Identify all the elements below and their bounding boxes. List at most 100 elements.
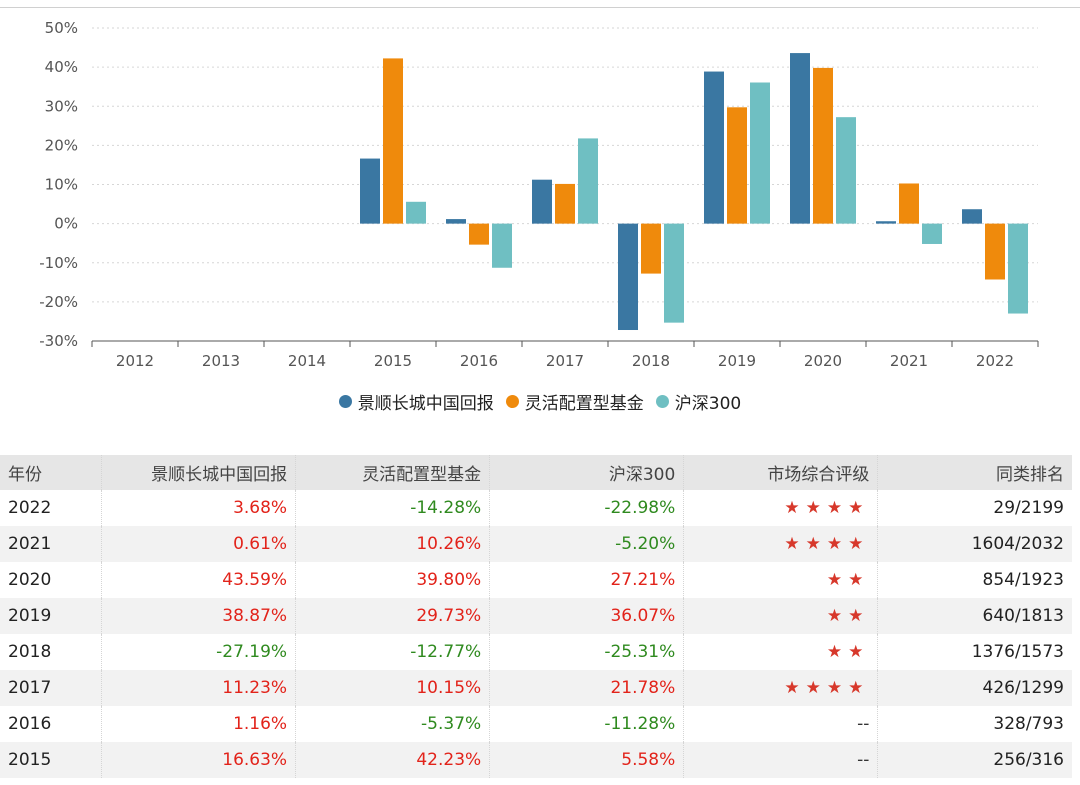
no-rating-text: -- [857, 714, 870, 734]
rating-star-icon: ★ [805, 678, 827, 698]
cell-fund-return: 38.87% [101, 598, 297, 634]
cell-category-return: 42.23% [295, 742, 491, 778]
y-tick-label: -10% [39, 254, 78, 272]
bar-灵活配置型基金-2017[interactable] [555, 183, 575, 224]
bar-景顺长城中国回报-2019[interactable] [704, 71, 724, 224]
cell-fund-return: 0.61% [101, 526, 297, 562]
bar-chart: 50%40%30%20%10%0%-10%-20%-30% 2012 2013 20… [39, 19, 1039, 370]
bar-景顺长城中国回报-2022[interactable] [962, 209, 982, 224]
cell-rank: 1604/2032 [971, 534, 1064, 554]
rating-star-icon: ★ [826, 534, 849, 554]
bar-景顺长城中国回报-2018[interactable] [618, 223, 638, 331]
cell-index-return: 27.21% [489, 562, 685, 598]
y-tick-label: -20% [39, 293, 78, 311]
y-tick-label: 30% [45, 97, 78, 115]
x-tick-label: 2021 [890, 352, 928, 370]
bar-景顺长城中国回报-2021[interactable] [876, 221, 896, 224]
cell-fund-return: 1.16% [101, 706, 297, 742]
annual-return-table: 年份 景顺长城中国回报 灵活配置型基金 沪深300 市场综合评级 同类排名 20… [0, 455, 1072, 778]
bar-沪深300-2020[interactable] [836, 117, 856, 224]
cell-rating: -- [683, 742, 879, 778]
bar-景顺长城中国回报-2015[interactable] [360, 158, 380, 224]
bar-沪深300-2019[interactable] [750, 82, 770, 224]
bar-景顺长城中国回报-2016[interactable] [446, 219, 466, 224]
cell-index-return: 5.58% [489, 742, 685, 778]
cell-rank: 1376/1573 [971, 642, 1064, 662]
table-row: 2022 3.68% -14.28% -22.98% ★★★★ 29/2199 [0, 490, 1072, 526]
rating-star-icon: ★ [826, 606, 849, 626]
cell-category-return: 10.15% [295, 670, 491, 706]
bar-灵活配置型基金-2019[interactable] [727, 107, 747, 224]
cell-category-return: 29.73% [295, 598, 491, 634]
bar-灵活配置型基金-2022[interactable] [985, 223, 1005, 280]
legend-item-fund[interactable]: 景顺长城中国回报 [338, 389, 494, 414]
cell-fund-return: 16.63% [101, 742, 297, 778]
cell-year: 2022 [0, 490, 102, 526]
y-tick-label: 10% [45, 176, 78, 194]
rating-star-icon: ★ [826, 678, 849, 698]
rating-star-icon: ★ [848, 678, 870, 698]
header-index: 沪深300 [489, 455, 685, 490]
cell-fund-return: 11.23% [101, 670, 297, 706]
legend-item-index[interactable]: 沪深300 [655, 389, 741, 414]
cell-index-return: -5.20% [489, 526, 685, 562]
y-tick-label: 0% [54, 215, 78, 233]
cell-rating: -- [683, 706, 879, 742]
cell-rank: 328/793 [993, 714, 1064, 734]
bar-沪深300-2017[interactable] [578, 138, 598, 224]
bar-沪深300-2021[interactable] [922, 223, 942, 244]
legend-marker-index [655, 394, 669, 408]
bar-灵活配置型基金-2020[interactable] [813, 67, 833, 224]
x-tick-label: 2015 [374, 352, 412, 370]
legend-label-category: 灵活配置型基金 [524, 393, 644, 414]
rating-star-icon: ★ [848, 606, 870, 626]
cell-rank: 256/316 [993, 750, 1064, 770]
bar-灵活配置型基金-2021[interactable] [899, 183, 919, 224]
cell-rank: 640/1813 [982, 606, 1064, 626]
rating-star-icon: ★ [805, 534, 827, 554]
header-rating: 市场综合评级 [683, 455, 879, 490]
cell-year: 2021 [0, 526, 102, 562]
cell-category-return: 39.80% [295, 562, 491, 598]
rating-star-icon: ★ [848, 642, 870, 662]
chart-legend: 景顺长城中国回报 灵活配置型基金 沪深300 [0, 388, 1080, 414]
y-tick-label: 20% [45, 136, 78, 154]
y-tick-label: -30% [39, 332, 78, 350]
rating-star-icon: ★ [826, 570, 849, 590]
cell-fund-return: 43.59% [101, 562, 297, 598]
rating-star-icon: ★ [784, 678, 806, 698]
bar-景顺长城中国回报-2020[interactable] [790, 53, 810, 224]
table-header-row: 年份 景顺长城中国回报 灵活配置型基金 沪深300 市场综合评级 同类排名 [0, 455, 1072, 490]
cell-index-return: 21.78% [489, 670, 685, 706]
rating-star-icon: ★ [805, 498, 827, 518]
cell-index-return: 36.07% [489, 598, 685, 634]
bar-灵活配置型基金-2018[interactable] [641, 223, 661, 274]
legend-item-category[interactable]: 灵活配置型基金 [505, 389, 644, 414]
y-tick-label: 50% [45, 19, 78, 37]
bar-景顺长城中国回报-2017[interactable] [532, 179, 552, 224]
y-axis-ticks: 50% 40% 30% 20% 10% 0% -10% -20% -30% [39, 19, 78, 350]
cell-rank: 426/1299 [982, 678, 1064, 698]
table-row: 2019 38.87% 29.73% 36.07% ★★ 640/1813 [0, 598, 1072, 634]
rating-star-icon: ★ [848, 498, 870, 518]
rating-star-icon: ★ [784, 498, 806, 518]
cell-index-return: -11.28% [489, 706, 685, 742]
cell-category-return: -12.77% [295, 634, 491, 670]
cell-rating: ★★★★ [683, 526, 879, 562]
y-tick-label: 40% [45, 58, 78, 76]
top-divider [0, 7, 1080, 8]
rating-star-icon: ★ [784, 534, 806, 554]
bar-沪深300-2022[interactable] [1008, 223, 1028, 314]
cell-rating: ★★★★ [683, 670, 879, 706]
cell-rating: ★★★★ [683, 490, 879, 526]
bar-灵活配置型基金-2015[interactable] [383, 58, 403, 224]
bar-沪深300-2016[interactable] [492, 223, 512, 268]
bar-沪深300-2018[interactable] [664, 223, 684, 323]
cell-fund-return: -27.19% [101, 634, 297, 670]
cell-rank: 854/1923 [982, 570, 1064, 590]
cell-category-return: -5.37% [295, 706, 491, 742]
bar-沪深300-2015[interactable] [406, 201, 426, 224]
bar-灵活配置型基金-2016[interactable] [469, 223, 489, 245]
table-row: 2017 11.23% 10.15% 21.78% ★★★★ 426/1299 [0, 670, 1072, 706]
x-tick-label: 2018 [632, 352, 670, 370]
